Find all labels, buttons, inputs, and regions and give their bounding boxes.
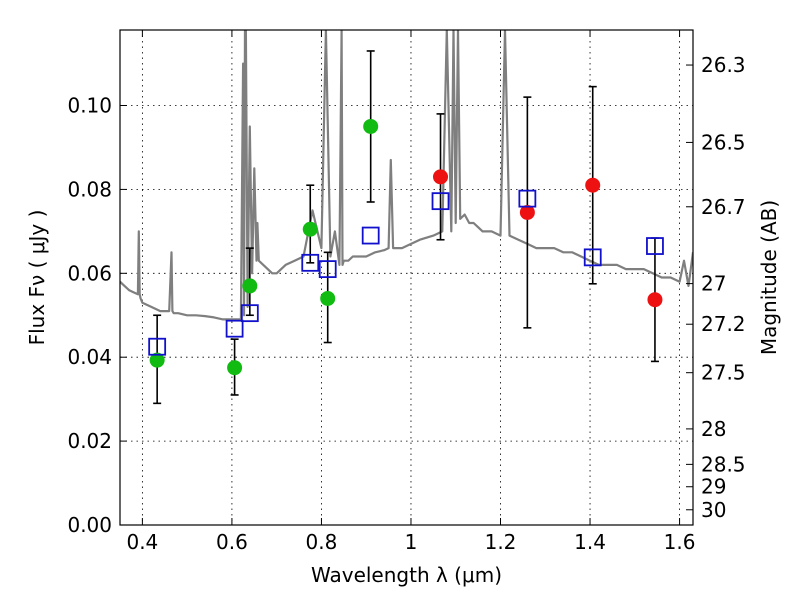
mag-tick-label: 26.7 bbox=[701, 195, 746, 219]
green-data-point bbox=[242, 278, 258, 294]
y-tick-label: 0.08 bbox=[67, 177, 112, 201]
y-tick-label: 0.06 bbox=[67, 261, 112, 285]
mag-tick-label: 27.5 bbox=[701, 361, 746, 385]
plot-frame bbox=[119, 29, 694, 526]
errorbar-layer bbox=[153, 50, 659, 405]
x-tick-label: 1.2 bbox=[485, 530, 517, 554]
y2-axis-label: Magnitude (AB) bbox=[757, 200, 781, 355]
mag-tick-label: 30 bbox=[701, 498, 726, 522]
y-tick-label: 0.02 bbox=[67, 429, 112, 453]
green-data-point bbox=[302, 221, 318, 237]
blue-model-square bbox=[225, 319, 244, 338]
y-tick-label: 0.04 bbox=[67, 345, 112, 369]
x-tick-label: 1.4 bbox=[574, 530, 606, 554]
model-layer bbox=[120, 30, 693, 321]
mag-tick-label: 28 bbox=[701, 417, 726, 441]
model-spectrum-line bbox=[120, 30, 693, 321]
green-data-point bbox=[363, 118, 379, 134]
grid-layer bbox=[120, 30, 693, 525]
red-data-point bbox=[519, 204, 535, 220]
marker-layer bbox=[148, 118, 664, 376]
green-data-point bbox=[149, 352, 165, 368]
blue-model-square bbox=[240, 304, 259, 323]
blue-model-square bbox=[361, 226, 380, 245]
green-data-point bbox=[227, 360, 243, 376]
mag-tick-label: 27 bbox=[701, 272, 726, 296]
red-data-point bbox=[433, 169, 449, 185]
x-axis-label: Wavelength λ (μm) bbox=[311, 563, 502, 587]
blue-model-square bbox=[518, 189, 537, 208]
mag-tick-label: 29 bbox=[701, 475, 726, 499]
tick-layer: 0.4 0.6 0.8 1 1.2 1.4 1.6 0.00 0.02 0.04 0.06 0.08 0… bbox=[67, 30, 746, 554]
blue-model-square bbox=[431, 192, 450, 211]
blue-model-square bbox=[301, 253, 320, 272]
x-tick-label: 0.8 bbox=[306, 530, 338, 554]
blue-model-square bbox=[318, 260, 337, 279]
blue-model-square bbox=[148, 337, 167, 356]
green-data-point bbox=[320, 290, 336, 306]
x-tick-label: 1.6 bbox=[664, 530, 696, 554]
red-data-point bbox=[585, 177, 601, 193]
mag-tick-label: 27.2 bbox=[701, 312, 746, 336]
mag-tick-label: 26.3 bbox=[701, 53, 746, 77]
x-tick-label: 1 bbox=[405, 530, 418, 554]
y-tick-label: 0.10 bbox=[67, 94, 112, 118]
mag-tick-label: 26.5 bbox=[701, 130, 746, 154]
blue-model-square bbox=[646, 237, 664, 255]
y-axis-label: Flux Fν ( μJy ) bbox=[25, 210, 49, 346]
x-tick-label: 0.6 bbox=[216, 530, 248, 554]
blue-model-square bbox=[583, 248, 602, 267]
red-data-point bbox=[647, 292, 663, 308]
mag-tick-label: 28.5 bbox=[701, 452, 746, 476]
y-tick-label: 0.00 bbox=[67, 513, 112, 537]
x-tick-label: 0.4 bbox=[126, 530, 158, 554]
